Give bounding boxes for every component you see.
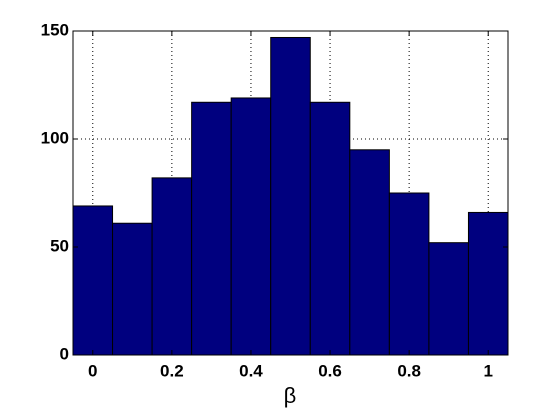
axes-frame (72, 30, 509, 356)
bar (151, 177, 193, 356)
x-tick-label: 0.2 (160, 361, 184, 380)
bar (428, 242, 469, 356)
bar (230, 97, 272, 356)
bar (270, 36, 311, 356)
bar (349, 149, 390, 356)
y-tick-label: 0 (60, 344, 69, 363)
bar (467, 211, 509, 356)
bar (72, 205, 114, 356)
x-tick-label: 0 (88, 361, 97, 380)
bar (112, 222, 153, 356)
x-axis-label: β (284, 383, 297, 408)
y-tick-label: 50 (50, 236, 69, 255)
x-tick-label: 0.8 (397, 361, 421, 380)
x-tick-label: 0.6 (318, 361, 342, 380)
x-tick-label: 0.4 (239, 361, 263, 380)
bar (309, 101, 351, 356)
bar (191, 101, 232, 356)
y-tick-label: 150 (41, 20, 69, 39)
bar (388, 192, 430, 356)
y-tick-label: 100 (41, 128, 69, 147)
x-tick-label: 1 (483, 361, 492, 380)
